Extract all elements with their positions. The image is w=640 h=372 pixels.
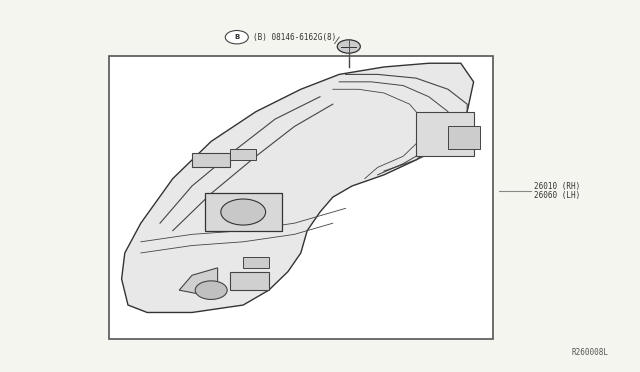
Circle shape (195, 281, 227, 299)
Polygon shape (122, 63, 474, 312)
Polygon shape (179, 268, 218, 294)
Bar (448, 126, 480, 149)
Circle shape (221, 199, 266, 225)
Bar (230, 149, 256, 160)
Text: 26060 (LH): 26060 (LH) (534, 191, 580, 200)
Text: 26010 (RH): 26010 (RH) (534, 182, 580, 190)
Bar (416, 112, 474, 156)
Bar (230, 272, 269, 290)
Bar (205, 193, 282, 231)
Circle shape (225, 31, 248, 44)
Bar (243, 257, 269, 268)
Text: R260008L: R260008L (571, 348, 608, 357)
Text: B: B (234, 34, 239, 40)
Bar (192, 153, 230, 167)
Text: (B) 08146-6162G(8): (B) 08146-6162G(8) (253, 33, 336, 42)
Circle shape (337, 40, 360, 53)
Bar (109, 56, 493, 339)
